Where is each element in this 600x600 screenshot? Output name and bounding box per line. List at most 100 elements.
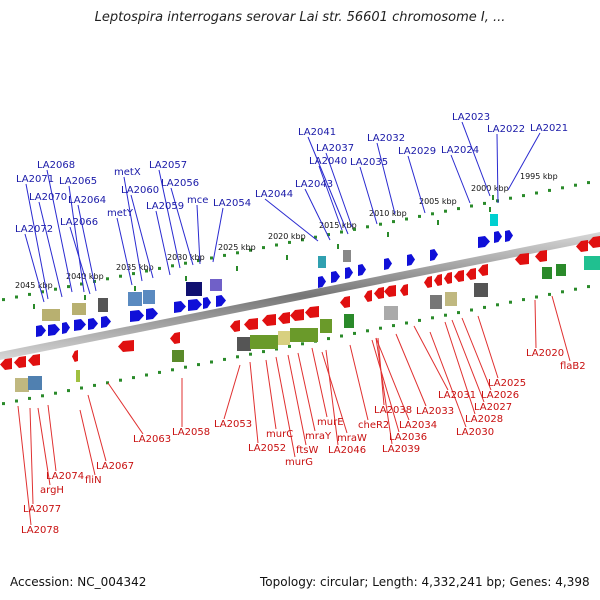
gene-label-la2025: LA2025 [488, 378, 526, 389]
leader-line [17, 405, 32, 526]
scale-tick-label: 2010 kbp [369, 209, 407, 218]
guide-dot [431, 316, 434, 320]
gene-box [76, 370, 80, 382]
guide-dot [470, 308, 473, 312]
guide-dot [314, 235, 317, 239]
forward-gene [88, 318, 98, 330]
reverse-gene [434, 274, 442, 286]
guide-dot [561, 186, 564, 190]
forward-gene [62, 322, 70, 334]
scale-tick-mark [337, 244, 339, 249]
gene-box [384, 306, 398, 320]
reverse-gene [14, 356, 26, 368]
leader-line [275, 356, 296, 458]
leader-line [123, 176, 143, 282]
guide-dot [223, 357, 226, 361]
guide-dot [262, 350, 265, 354]
guide-dot [392, 220, 395, 224]
leader-line [311, 347, 328, 418]
leader-line [25, 183, 49, 300]
leader-line [496, 133, 499, 204]
reverse-gene [278, 312, 290, 324]
gene-label-la2056: LA2056 [161, 178, 199, 189]
guide-dot [496, 303, 499, 307]
guide-dot [210, 360, 213, 364]
leader-line [359, 166, 378, 225]
gene-label-la2046: LA2046 [328, 445, 366, 456]
guide-dot [54, 391, 57, 395]
gene-box [290, 328, 318, 342]
gene-box [128, 292, 142, 306]
guide-dot [2, 402, 5, 406]
leader-line [264, 198, 319, 242]
gene-label-la2072: LA2072 [15, 224, 53, 235]
gene-label-la2078: LA2078 [21, 525, 59, 536]
forward-gene [478, 236, 490, 248]
guide-dot [418, 214, 421, 218]
leader-line [444, 321, 476, 415]
gene-label-la2060: LA2060 [121, 185, 159, 196]
guide-dot [366, 329, 369, 333]
gene-label-la2070: LA2070 [29, 192, 67, 203]
gene-label-la2032: LA2032 [367, 133, 405, 144]
guide-dot [145, 269, 148, 273]
guide-dot [522, 298, 525, 302]
gene-label-flab2: flaB2 [560, 361, 586, 372]
gene-label-la2029: LA2029 [398, 146, 436, 157]
gene-label-la2071: LA2071 [16, 174, 54, 185]
gene-label-la2063: LA2063 [133, 434, 171, 445]
guide-dot [171, 264, 174, 268]
leader-line [477, 315, 499, 379]
scale-tick-label: 2030 kbp [167, 253, 205, 262]
forward-gene [130, 310, 144, 322]
forward-gene [188, 299, 202, 311]
guide-dot [106, 277, 109, 281]
forward-gene [36, 325, 46, 337]
leader-line [407, 155, 426, 214]
gene-box [28, 376, 42, 390]
gene-box [15, 378, 29, 392]
scale-tick-label: 2005 kbp [419, 197, 457, 206]
guide-dot [483, 201, 486, 205]
guide-dot [2, 298, 5, 302]
reverse-gene [230, 320, 240, 332]
guide-dot [574, 183, 577, 187]
guide-dot [418, 318, 421, 322]
gene-label-murg: murG [285, 457, 313, 468]
forward-gene [216, 295, 226, 307]
guide-dot [340, 334, 343, 338]
guide-dot [431, 212, 434, 216]
leader-line [130, 194, 154, 279]
topology-summary: Topology: circular; Length: 4,332,241 bp… [260, 575, 590, 589]
gene-label-mety: metY [107, 208, 134, 219]
gene-label-la2031: LA2031 [438, 390, 476, 401]
scale-tick-label: 2020 kbp [268, 232, 306, 241]
leader-line [29, 407, 34, 505]
gene-label-la2040: LA2040 [309, 156, 347, 167]
gene-label-la2028: LA2028 [465, 414, 503, 425]
leader-line [47, 404, 57, 472]
guide-dot [509, 196, 512, 200]
gene-box [318, 256, 326, 268]
guide-dot [132, 272, 135, 276]
guide-dot [28, 292, 31, 296]
reverse-gene [364, 290, 372, 302]
gene-label-argh: argH [40, 485, 64, 496]
guide-dot [366, 225, 369, 229]
guide-dot [67, 389, 70, 393]
guide-dot [184, 365, 187, 369]
leader-line [249, 361, 259, 444]
gene-label-la2026: LA2026 [481, 390, 519, 401]
gene-box [172, 350, 184, 362]
guide-dot [522, 194, 525, 198]
forward-gene [384, 258, 392, 270]
accession-text: Accession: NC_004342 [10, 575, 147, 589]
scale-tick-mark [185, 276, 187, 281]
guide-dot [15, 295, 18, 299]
leader-line [158, 169, 181, 269]
scale-tick-mark [33, 304, 35, 309]
reverse-gene [454, 270, 464, 282]
guide-dot [132, 376, 135, 380]
leader-line [375, 337, 393, 445]
